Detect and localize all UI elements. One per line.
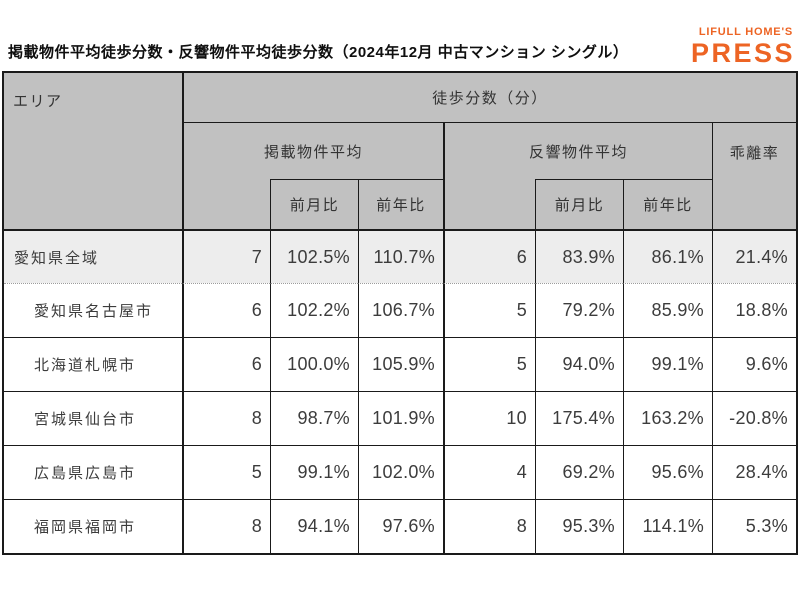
listed-minutes-cell: 6 [182, 283, 270, 337]
response-mom-cell: 79.2% [535, 283, 623, 337]
response-minutes-cell: 5 [443, 337, 535, 391]
listed-minutes-cell: 5 [182, 445, 270, 499]
divergence-cell: -20.8% [712, 391, 796, 445]
response-yoy-cell: 114.1% [623, 499, 712, 553]
report-title: 掲載物件平均徒歩分数・反響物件平均徒歩分数（2024年12月 中古マンション シ… [8, 44, 629, 61]
logo-brand-text: LIFULL HOME'S [698, 26, 793, 38]
response-minutes-cell: 4 [443, 445, 535, 499]
header-listed-yoy: 前年比 [358, 179, 443, 229]
response-mom-cell: 83.9% [535, 229, 623, 283]
header-area: エリア [4, 73, 182, 229]
header-response-average: 反響物件平均 [443, 122, 712, 179]
listed-yoy-cell: 106.7% [358, 283, 443, 337]
response-mom-cell: 94.0% [535, 337, 623, 391]
response-minutes-cell: 10 [443, 391, 535, 445]
divergence-cell: 9.6% [712, 337, 796, 391]
response-minutes-cell: 6 [443, 229, 535, 283]
header-divergence-rate: 乖離率 [712, 122, 796, 229]
lifull-homes-press-logo: LIFULL HOME'S PRESS [691, 27, 793, 67]
area-cell: 福岡県福岡市 [4, 499, 182, 553]
listed-mom-cell: 98.7% [270, 391, 358, 445]
response-mom-cell: 95.3% [535, 499, 623, 553]
response-yoy-cell: 99.1% [623, 337, 712, 391]
area-cell: 広島県広島市 [4, 445, 182, 499]
header-spacer-listed [182, 179, 270, 229]
listed-yoy-cell: 110.7% [358, 229, 443, 283]
header-walk-minutes: 徒歩分数（分） [182, 73, 796, 122]
listed-yoy-cell: 101.9% [358, 391, 443, 445]
listed-yoy-cell: 105.9% [358, 337, 443, 391]
response-yoy-cell: 95.6% [623, 445, 712, 499]
listed-yoy-cell: 102.0% [358, 445, 443, 499]
divergence-cell: 5.3% [712, 499, 796, 553]
response-yoy-cell: 163.2% [623, 391, 712, 445]
divergence-cell: 28.4% [712, 445, 796, 499]
area-cell: 愛知県名古屋市 [4, 283, 182, 337]
response-mom-cell: 69.2% [535, 445, 623, 499]
listed-mom-cell: 102.5% [270, 229, 358, 283]
listed-minutes-cell: 7 [182, 229, 270, 283]
header-response-yoy: 前年比 [623, 179, 712, 229]
header-spacer-response [443, 179, 535, 229]
response-minutes-cell: 8 [443, 499, 535, 553]
listed-mom-cell: 102.2% [270, 283, 358, 337]
listed-minutes-cell: 8 [182, 499, 270, 553]
listed-minutes-cell: 6 [182, 337, 270, 391]
area-cell: 宮城県仙台市 [4, 391, 182, 445]
response-mom-cell: 175.4% [535, 391, 623, 445]
walk-minutes-table: エリア 徒歩分数（分） 掲載物件平均 反響物件平均 乖離率 前月比 前年比 前月… [2, 71, 798, 555]
response-minutes-cell: 5 [443, 283, 535, 337]
response-yoy-cell: 86.1% [623, 229, 712, 283]
header-response-mom: 前月比 [535, 179, 623, 229]
area-cell: 北海道札幌市 [4, 337, 182, 391]
header-listed-average: 掲載物件平均 [182, 122, 443, 179]
listed-yoy-cell: 97.6% [358, 499, 443, 553]
divergence-cell: 18.8% [712, 283, 796, 337]
logo-press-text: PRESS [690, 38, 795, 68]
header-listed-mom: 前月比 [270, 179, 358, 229]
area-cell: 愛知県全域 [4, 229, 182, 283]
listed-mom-cell: 100.0% [270, 337, 358, 391]
listed-minutes-cell: 8 [182, 391, 270, 445]
response-yoy-cell: 85.9% [623, 283, 712, 337]
divergence-cell: 21.4% [712, 229, 796, 283]
listed-mom-cell: 94.1% [270, 499, 358, 553]
listed-mom-cell: 99.1% [270, 445, 358, 499]
